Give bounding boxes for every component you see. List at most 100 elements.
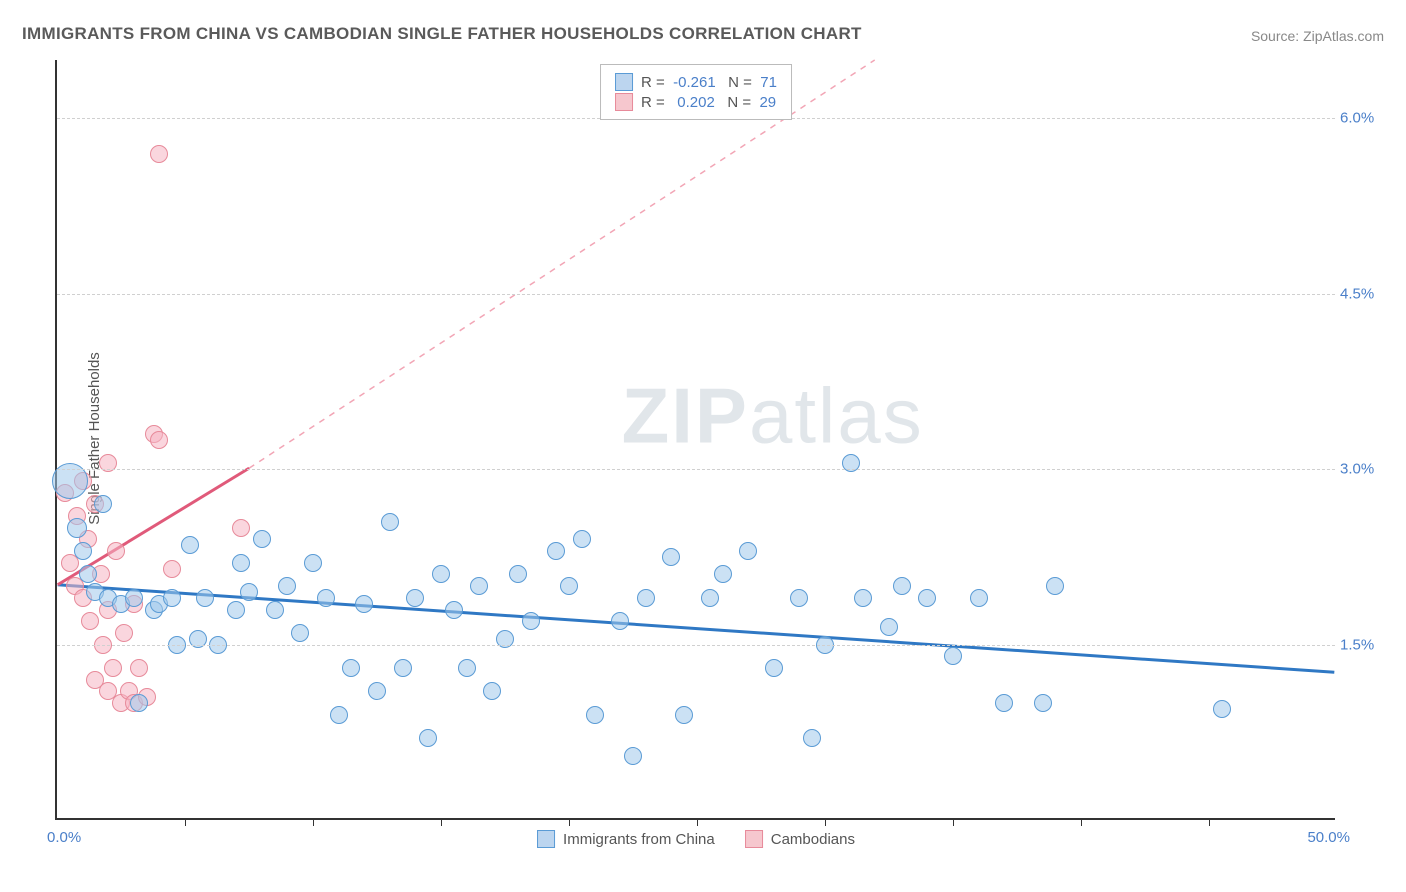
data-point	[1213, 700, 1231, 718]
data-point	[1046, 577, 1064, 595]
x-tick-label-max: 50.0%	[1307, 829, 1350, 846]
series-legend: Immigrants from China Cambodians	[537, 830, 855, 848]
data-point	[458, 659, 476, 677]
data-point	[675, 706, 693, 724]
legend-swatch-blue-icon	[537, 830, 555, 848]
chart-title: IMMIGRANTS FROM CHINA VS CAMBODIAN SINGL…	[22, 24, 862, 44]
data-point	[483, 682, 501, 700]
data-point	[232, 519, 250, 537]
data-point	[253, 530, 271, 548]
data-point	[406, 589, 424, 607]
data-point	[854, 589, 872, 607]
data-point	[394, 659, 412, 677]
data-point	[81, 612, 99, 630]
data-point	[419, 729, 437, 747]
gridline	[57, 294, 1335, 295]
data-point	[547, 542, 565, 560]
legend-row-blue: R = -0.261 N = 71	[615, 73, 777, 91]
data-point	[355, 595, 373, 613]
data-point	[944, 647, 962, 665]
data-point	[232, 554, 250, 572]
x-tick	[697, 818, 698, 826]
x-tick-label-min: 0.0%	[47, 829, 81, 846]
data-point	[522, 612, 540, 630]
legend-item-blue: Immigrants from China	[537, 830, 715, 848]
chart-plot-area: ZIPatlas R = -0.261 N = 71 R = 0.202 N =…	[55, 60, 1335, 820]
data-point	[304, 554, 322, 572]
gridline	[57, 645, 1335, 646]
data-point	[163, 560, 181, 578]
legend-label-pink: Cambodians	[771, 831, 855, 848]
data-point	[470, 577, 488, 595]
x-tick	[1081, 818, 1082, 826]
x-tick	[1209, 818, 1210, 826]
data-point	[995, 694, 1013, 712]
data-point	[765, 659, 783, 677]
y-tick-label: 1.5%	[1340, 636, 1390, 653]
data-point	[573, 530, 591, 548]
data-point	[125, 589, 143, 607]
data-point	[880, 618, 898, 636]
data-point	[227, 601, 245, 619]
data-point	[790, 589, 808, 607]
data-point	[181, 536, 199, 554]
data-point	[150, 145, 168, 163]
data-point	[445, 601, 463, 619]
legend-label-blue: Immigrants from China	[563, 831, 715, 848]
data-point	[163, 589, 181, 607]
data-point	[432, 565, 450, 583]
gridline	[57, 469, 1335, 470]
legend-swatch-pink-icon	[745, 830, 763, 848]
y-tick-label: 3.0%	[1340, 461, 1390, 478]
correlation-legend: R = -0.261 N = 71 R = 0.202 N = 29	[600, 64, 792, 120]
x-tick	[185, 818, 186, 826]
data-point	[714, 565, 732, 583]
data-point	[893, 577, 911, 595]
x-tick	[953, 818, 954, 826]
data-point	[130, 659, 148, 677]
x-tick	[569, 818, 570, 826]
data-point	[266, 601, 284, 619]
x-tick	[313, 818, 314, 826]
legend-item-pink: Cambodians	[745, 830, 855, 848]
data-point	[79, 565, 97, 583]
data-point	[115, 624, 133, 642]
data-point	[196, 589, 214, 607]
trend-lines-svg	[57, 60, 1335, 818]
data-point	[107, 542, 125, 560]
legend-swatch-pink	[615, 93, 633, 111]
y-tick-label: 4.5%	[1340, 285, 1390, 302]
data-point	[739, 542, 757, 560]
data-point	[701, 589, 719, 607]
data-point	[130, 694, 148, 712]
data-point	[330, 706, 348, 724]
data-point	[240, 583, 258, 601]
data-point	[104, 659, 122, 677]
data-point	[317, 589, 335, 607]
data-point	[918, 589, 936, 607]
data-point	[586, 706, 604, 724]
data-point	[624, 747, 642, 765]
data-point	[509, 565, 527, 583]
data-point	[94, 495, 112, 513]
data-point	[342, 659, 360, 677]
source-label: Source: ZipAtlas.com	[1251, 28, 1384, 44]
data-point	[74, 542, 92, 560]
data-point	[560, 577, 578, 595]
data-point	[291, 624, 309, 642]
legend-swatch-blue	[615, 73, 633, 91]
y-tick-label: 6.0%	[1340, 110, 1390, 127]
legend-row-pink: R = 0.202 N = 29	[615, 93, 777, 111]
x-tick	[825, 818, 826, 826]
data-point	[381, 513, 399, 531]
data-point	[970, 589, 988, 607]
watermark: ZIPatlas	[622, 371, 924, 462]
data-point	[67, 518, 87, 538]
x-tick	[441, 818, 442, 826]
data-point	[368, 682, 386, 700]
data-point	[150, 431, 168, 449]
data-point	[637, 589, 655, 607]
data-point	[278, 577, 296, 595]
data-point	[803, 729, 821, 747]
data-point	[611, 612, 629, 630]
